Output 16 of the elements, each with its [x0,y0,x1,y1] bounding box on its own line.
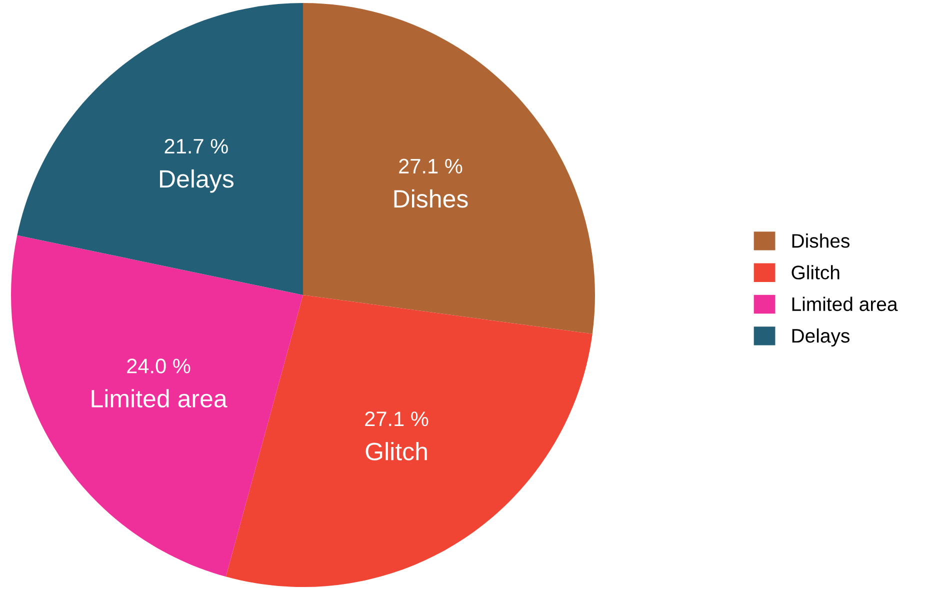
slice-label: Limited area [92,389,228,408]
pie-slice [226,295,592,587]
pie-slice [11,235,303,577]
legend-label: Limited area [792,296,898,312]
slice-label: Delays [160,169,234,193]
data-label: 27.1 % [399,158,462,174]
data-label: 21.7 % [164,138,228,154]
slice-label: Glitch [366,442,427,460]
data-label: 27.1 % [365,411,428,426]
pie-slice [303,3,595,334]
legend-label: Dishes [792,233,850,248]
legend-label: Glitch [792,265,840,280]
data-label: 24.0 % [127,358,190,374]
slice-label: Dishes [394,189,468,208]
pie-slice [17,3,303,295]
legend-label: Delays [792,328,850,347]
